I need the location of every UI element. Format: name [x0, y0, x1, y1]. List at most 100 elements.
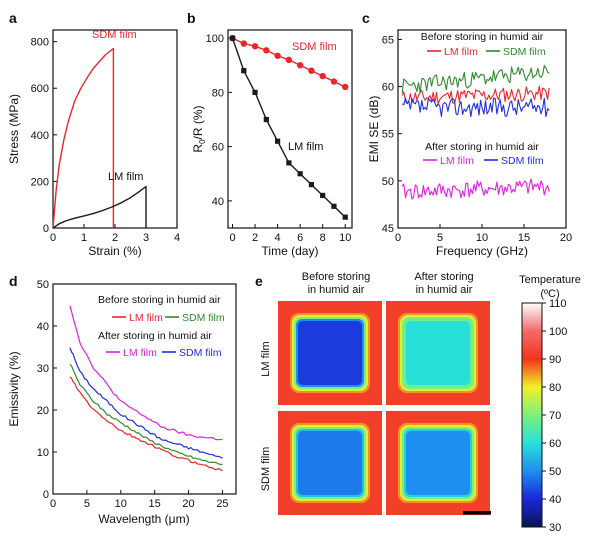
series-line-3: [69, 376, 223, 472]
series-line-2: [401, 97, 550, 118]
annotation-before: Before storing in humid air: [421, 31, 544, 43]
x-tick-label: 2: [252, 232, 258, 244]
x-tick-label: 25: [216, 498, 228, 510]
plot-frame: [52, 29, 178, 229]
panel-letter-a: a: [9, 10, 17, 26]
legend-label-sdm: SDM film: [503, 46, 546, 58]
data-point: [308, 182, 315, 188]
series-label-lm: LM film: [108, 171, 143, 183]
data-point: [252, 89, 258, 95]
colorbar-tick-label: 40: [549, 494, 561, 506]
column-label-line: in humid air: [416, 284, 473, 296]
annotation-after: After storing in humid air: [425, 141, 539, 153]
x-tick-label: 0: [50, 498, 56, 510]
data-point: [263, 116, 269, 123]
y-tick-label: 60: [382, 82, 394, 94]
series-line-sdm: [52, 47, 115, 229]
panel-letter-b: b: [187, 10, 196, 26]
x-tick-label: 0: [395, 232, 401, 244]
y-axis-title-main: R: [191, 144, 205, 153]
data-point: [331, 203, 337, 209]
x-axis-title: Time (day): [262, 244, 319, 258]
data-point: [274, 52, 281, 59]
thermal-zone: [298, 431, 362, 495]
x-axis-title: Wavelength (μm): [98, 512, 189, 526]
y-tick-label: 100: [206, 33, 224, 45]
x-tick-label: 5: [437, 232, 443, 244]
y-tick-label: 50: [37, 279, 49, 291]
y-tick-label: 60: [212, 142, 224, 154]
y-tick-label: 40: [212, 196, 224, 208]
series-line-0: [69, 305, 223, 441]
colorbar-tick-label: 80: [549, 382, 561, 394]
annotation-before: Before storing in humid air: [98, 294, 221, 306]
data-point: [286, 160, 292, 166]
colorbar: [521, 302, 543, 528]
x-tick-label: 20: [182, 498, 194, 510]
legend-label-sdm: SDM film: [182, 312, 225, 324]
panel-c: 0 5 10 15 20 45 50 55 60 65 c Frequency (GHz) EMI SE…: [362, 10, 572, 258]
x-tick-label: 8: [320, 232, 326, 244]
panel-letter-d: d: [9, 273, 18, 289]
column-label: After storing in humid air: [414, 271, 473, 296]
x-tick-label: 6: [297, 232, 303, 244]
legend-label-sdm-after: SDM film: [179, 347, 222, 359]
data-point: [342, 214, 348, 220]
annotation-after: After storing in humid air: [98, 330, 212, 342]
thermal-zone: [406, 431, 470, 495]
series-label-sdm: SDM film: [292, 41, 337, 53]
series-label-lm: LM film: [288, 141, 323, 153]
colorbar-tick-label: 60: [549, 438, 561, 450]
colorbar-tick-label: 70: [549, 410, 561, 422]
panel-letter-c: c: [362, 10, 370, 26]
y-tick-label: 45: [382, 223, 394, 235]
y-axis-title-rest: /R (%): [191, 105, 205, 139]
y-tick-label: 200: [31, 176, 49, 188]
colorbar-title-line: Temperature: [519, 274, 581, 286]
data-point: [263, 47, 270, 54]
x-tick-label: 15: [518, 232, 530, 244]
y-axis-title-sub: 0: [198, 139, 207, 144]
data-point: [296, 62, 304, 69]
data-point: [308, 67, 315, 74]
column-label: Before storing in humid air: [302, 271, 370, 296]
scale-bar: [463, 511, 491, 515]
data-point: [342, 83, 349, 91]
x-tick-label: 15: [149, 498, 161, 510]
plot-frame: [227, 29, 353, 229]
data-point: [241, 68, 247, 74]
x-tick-label: 5: [84, 498, 90, 510]
y-tick-label: 20: [37, 405, 49, 417]
y-tick-label: 0: [43, 489, 49, 501]
x-tick-label: 10: [476, 232, 488, 244]
y-tick-label: 600: [31, 83, 49, 95]
y-axis-title: EMI SE (dB): [367, 96, 381, 163]
x-tick-label: 2: [112, 232, 118, 244]
legend-label-sdm-after: SDM film: [501, 155, 544, 167]
colorbar-tick-label: 90: [549, 354, 561, 366]
series-line-1: [69, 347, 223, 459]
y-tick-label: 10: [37, 447, 49, 459]
x-axis-title: Frequency (GHz): [436, 244, 528, 258]
series-line-lm: [52, 185, 147, 229]
series-line-0: [401, 85, 550, 105]
y-tick-label: 30: [37, 363, 49, 375]
x-axis-title: Strain (%): [88, 244, 141, 258]
data-point: [319, 72, 326, 80]
colorbar-title: Temperature (ºC): [519, 274, 581, 300]
y-tick-label: 50: [382, 176, 394, 188]
data-point: [275, 138, 281, 144]
panel-d: 0 5 10 15 20 25 0 10 20 30 40 50 d Wavelength (μm) Emi…: [7, 273, 237, 526]
data-point: [229, 35, 236, 41]
x-tick-label: 1: [81, 232, 87, 244]
legend-label-lm-after: LM film: [123, 347, 157, 359]
legend-label-lm-after: LM film: [440, 155, 474, 167]
colorbar-title-line: (ºC): [540, 288, 559, 300]
data-point: [320, 192, 326, 199]
data-point: [297, 171, 303, 177]
series-line-3: [401, 178, 550, 200]
y-tick-label: 40: [37, 321, 49, 333]
x-tick-label: 4: [275, 232, 281, 244]
